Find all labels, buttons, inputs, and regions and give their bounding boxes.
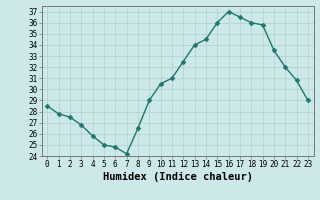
X-axis label: Humidex (Indice chaleur): Humidex (Indice chaleur) — [103, 172, 252, 182]
